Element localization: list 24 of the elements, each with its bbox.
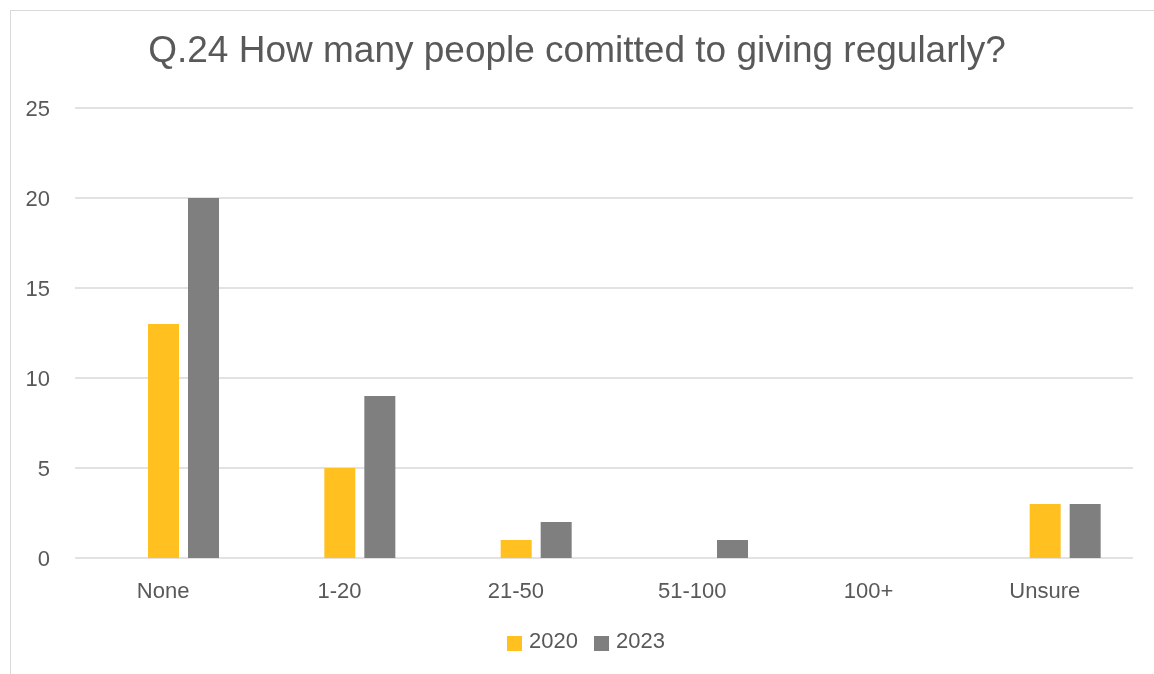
x-tick-label: 1-20 xyxy=(317,577,362,603)
x-tick-label: 100+ xyxy=(843,577,894,603)
y-tick-label: 0 xyxy=(37,545,50,571)
bar xyxy=(540,522,572,558)
y-tick-label: 25 xyxy=(25,95,50,121)
x-tick-label: 51-100 xyxy=(657,577,727,603)
bar xyxy=(500,540,532,558)
bar xyxy=(324,468,356,558)
y-tick-label: 10 xyxy=(25,365,50,391)
legend-label: 2020 xyxy=(529,628,578,653)
y-tick-label: 15 xyxy=(25,275,50,301)
bar xyxy=(148,324,179,558)
bar xyxy=(1029,504,1061,558)
x-tick-label: None xyxy=(136,577,190,603)
bar xyxy=(188,198,219,558)
chart-title: Q.24 How many people comitted to giving regularly? xyxy=(147,28,1007,72)
bar xyxy=(1069,504,1101,558)
y-tick-label: 20 xyxy=(25,185,50,211)
bar xyxy=(364,396,396,558)
x-tick-label: 21-50 xyxy=(487,577,544,603)
x-tick-label: Unsure xyxy=(1009,577,1081,603)
y-tick-label: 5 xyxy=(37,455,50,481)
legend-label: 2023 xyxy=(616,628,665,653)
bar xyxy=(717,540,748,558)
